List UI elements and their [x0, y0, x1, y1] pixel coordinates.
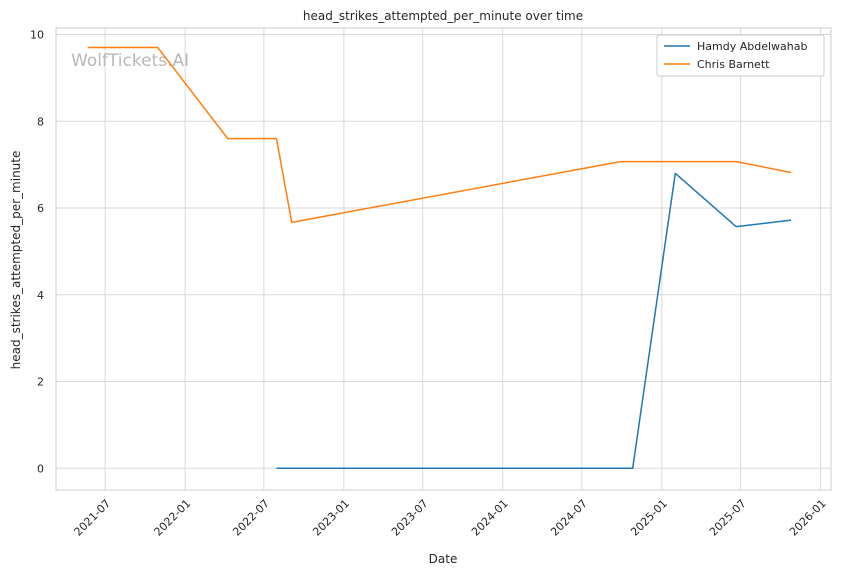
- x-tick-label: 2022-01: [152, 497, 194, 539]
- legend-box: [656, 34, 825, 77]
- y-axis-label: head_strikes_attempted_per_minute: [9, 151, 23, 370]
- x-tick-label: 2025-07: [707, 497, 749, 539]
- y-tick-label: 8: [37, 115, 44, 128]
- x-tick-label: 2022-07: [230, 497, 272, 539]
- series-lines: [87, 46, 792, 470]
- x-tick-labels: 2021-07 2022-01 2022-07 2023-01 2023-07 2024-…: [72, 497, 829, 539]
- y-tick-label: 10: [30, 29, 44, 42]
- chart-title: head_strikes_attempted_per_minute over t…: [303, 9, 583, 23]
- y-tick-labels: 0 2 4 6 8 10: [30, 29, 44, 476]
- series-line-chris-barnett: [87, 46, 792, 224]
- grid: [56, 28, 831, 490]
- watermark: WolfTickets.AI: [71, 51, 189, 71]
- y-tick-label: 6: [37, 202, 44, 215]
- x-tick-label: 2023-07: [389, 497, 431, 539]
- y-tick-label: 4: [37, 289, 44, 302]
- legend: Hamdy Abdelwahab Chris Barnett: [656, 34, 825, 77]
- y-tick-label: 2: [37, 376, 44, 389]
- series-line-hamdy-abdelwahab: [276, 172, 792, 470]
- legend-label-hamdy-abdelwahab: Hamdy Abdelwahab: [697, 40, 807, 53]
- plot-area: [55, 27, 832, 491]
- x-tick-label: 2023-01: [310, 497, 352, 539]
- x-tick-label: 2026-01: [787, 497, 829, 539]
- legend-label-chris-barnett: Chris Barnett: [697, 58, 770, 71]
- x-tick-label: 2024-01: [469, 497, 511, 539]
- x-tick-label: 2025-01: [628, 497, 670, 539]
- x-tick-label: 2024-07: [548, 497, 590, 539]
- x-tick-label: 2021-07: [72, 497, 114, 539]
- x-axis-label: Date: [429, 552, 458, 566]
- y-tick-label: 0: [37, 462, 44, 475]
